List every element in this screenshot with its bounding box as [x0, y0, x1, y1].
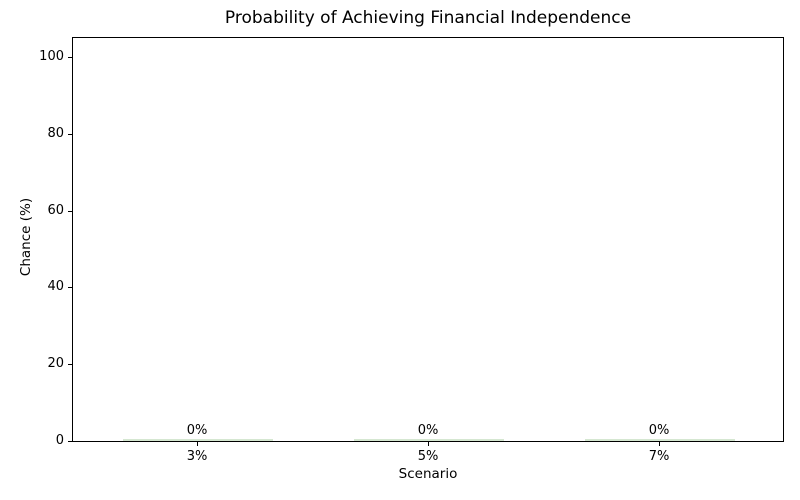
x-tick-mark — [659, 442, 660, 446]
x-tick-label: 3% — [186, 449, 208, 464]
y-tick-mark — [68, 364, 72, 365]
y-tick-mark — [68, 441, 72, 442]
bar-7pct — [585, 439, 735, 441]
y-tick-mark — [68, 211, 72, 212]
bar-3pct — [123, 439, 273, 441]
y-tick-label: 20 — [47, 356, 64, 371]
y-tick-label: 60 — [47, 203, 64, 218]
y-tick-label: 40 — [47, 279, 64, 294]
x-tick-label: 7% — [648, 449, 670, 464]
y-tick-label: 0 — [55, 433, 64, 448]
x-axis-label: Scenario — [398, 466, 458, 482]
x-tick-mark — [197, 442, 198, 446]
bar-5pct — [354, 439, 504, 441]
chart-title: Probability of Achieving Financial Indep… — [224, 8, 632, 28]
y-tick-mark — [68, 287, 72, 288]
bar-value-label: 0% — [186, 423, 208, 438]
x-tick-mark — [428, 442, 429, 446]
bar-value-label: 0% — [417, 423, 439, 438]
y-tick-mark — [68, 134, 72, 135]
bar-value-label: 0% — [648, 423, 670, 438]
y-tick-label: 80 — [47, 126, 64, 141]
x-tick-label: 5% — [417, 449, 439, 464]
plot-area — [72, 37, 784, 442]
y-tick-label: 100 — [39, 49, 64, 64]
y-tick-mark — [68, 57, 72, 58]
y-axis-label: Chance (%) — [18, 197, 34, 277]
